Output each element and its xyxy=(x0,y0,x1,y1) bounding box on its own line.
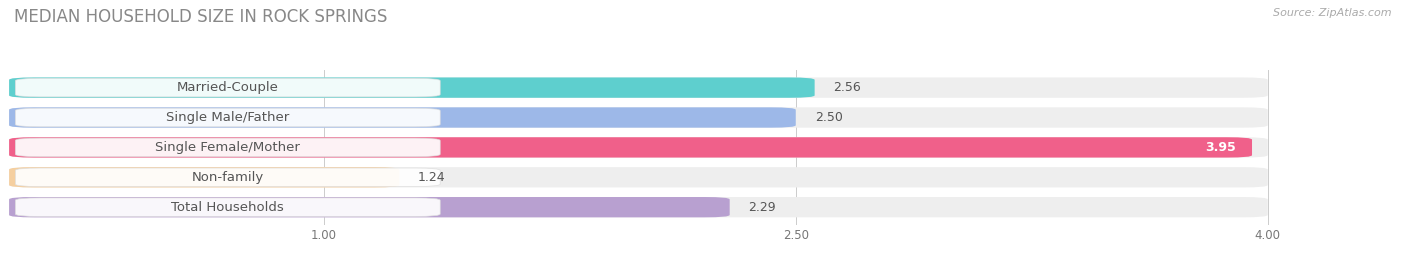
Text: Source: ZipAtlas.com: Source: ZipAtlas.com xyxy=(1274,8,1392,18)
FancyBboxPatch shape xyxy=(8,137,1268,158)
Text: 2.56: 2.56 xyxy=(834,81,862,94)
Text: Total Households: Total Households xyxy=(172,201,284,214)
Text: MEDIAN HOUSEHOLD SIZE IN ROCK SPRINGS: MEDIAN HOUSEHOLD SIZE IN ROCK SPRINGS xyxy=(14,8,388,26)
FancyBboxPatch shape xyxy=(8,167,399,187)
FancyBboxPatch shape xyxy=(8,107,796,128)
Text: Single Female/Mother: Single Female/Mother xyxy=(155,141,301,154)
FancyBboxPatch shape xyxy=(8,167,1268,187)
FancyBboxPatch shape xyxy=(15,108,440,127)
FancyBboxPatch shape xyxy=(8,197,730,217)
FancyBboxPatch shape xyxy=(15,198,440,217)
FancyBboxPatch shape xyxy=(8,107,1268,128)
FancyBboxPatch shape xyxy=(8,77,1268,98)
FancyBboxPatch shape xyxy=(8,77,814,98)
FancyBboxPatch shape xyxy=(15,168,440,187)
Text: 1.24: 1.24 xyxy=(418,171,446,184)
Text: 2.29: 2.29 xyxy=(748,201,776,214)
FancyBboxPatch shape xyxy=(15,78,440,97)
Text: Married-Couple: Married-Couple xyxy=(177,81,278,94)
Text: Single Male/Father: Single Male/Father xyxy=(166,111,290,124)
FancyBboxPatch shape xyxy=(15,138,440,157)
FancyBboxPatch shape xyxy=(8,137,1251,158)
Text: 3.95: 3.95 xyxy=(1205,141,1236,154)
Text: Non-family: Non-family xyxy=(191,171,264,184)
FancyBboxPatch shape xyxy=(8,197,1268,217)
Text: 2.50: 2.50 xyxy=(814,111,842,124)
